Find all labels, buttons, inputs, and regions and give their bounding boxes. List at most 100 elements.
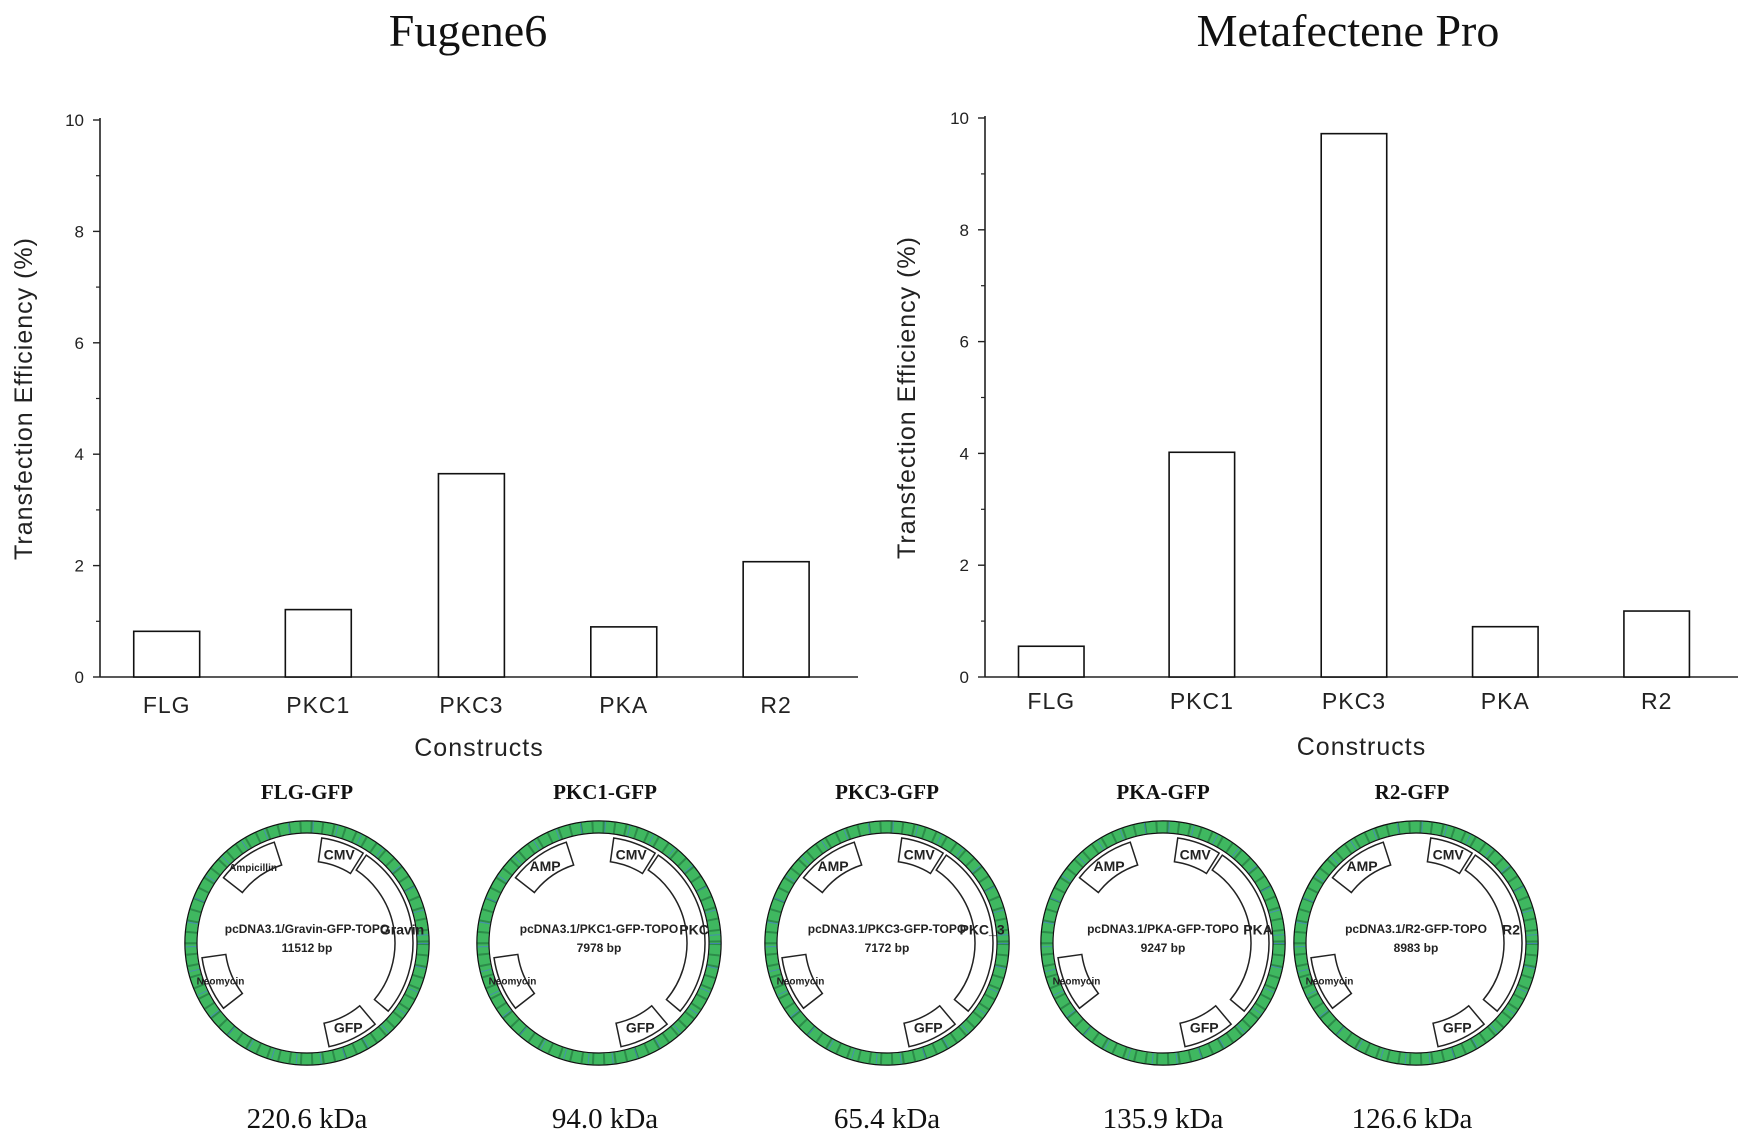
plasmid-map-1: FLG-GFP Ampicillin CMV Gravin GFP Neomycin pcD… xyxy=(184,780,430,1134)
plasmid-name: pcDNA3.1/PKC3-GFP-TOPO xyxy=(808,922,966,936)
plasmid-title: PKA-GFP xyxy=(1116,780,1209,804)
amp-feature xyxy=(514,841,575,894)
insert-feature xyxy=(1211,854,1270,1013)
plasmid-size: 7978 bp xyxy=(577,941,622,955)
gfp-label: GFP xyxy=(1443,1019,1472,1035)
cmv-label: CMV xyxy=(904,847,936,863)
neo-feature xyxy=(781,953,824,1010)
gfp-label: GFP xyxy=(626,1019,655,1035)
protein-mass-label: 135.9 kDa xyxy=(1103,1103,1224,1134)
amp-feature xyxy=(222,841,283,894)
gfp-label: GFP xyxy=(1190,1019,1219,1035)
neo-label: Neomycin xyxy=(777,977,825,988)
amp-feature xyxy=(1078,841,1139,894)
bar-r2 xyxy=(1623,610,1691,678)
plasmid-inner-border xyxy=(1305,832,1527,1054)
x-tick-label: PKC1 xyxy=(1170,688,1234,714)
x-tick-label: PKC3 xyxy=(439,692,503,718)
gfp-feature xyxy=(615,1004,669,1048)
neo-label: Neomycin xyxy=(197,977,245,988)
bar-flg xyxy=(1017,645,1085,678)
x-tick-label: R2 xyxy=(1641,688,1672,714)
neo-feature xyxy=(1057,953,1100,1010)
insert-feature xyxy=(647,854,706,1013)
bar-chart-2: Metafectene Pro 0 2 4 6 8 10 Transfection Effic… xyxy=(893,5,1738,761)
plasmid-size: 7172 bp xyxy=(865,941,910,955)
chart-title: Metafectene Pro xyxy=(1197,5,1500,56)
x-tick-label: PKA xyxy=(599,692,648,718)
y-tick-label: 0 xyxy=(75,668,84,687)
amp-feature xyxy=(802,841,863,894)
gfp-label: GFP xyxy=(334,1019,363,1035)
x-tick-label: R2 xyxy=(760,692,791,718)
bar-pkc1 xyxy=(1168,451,1236,678)
protein-mass-label: 94.0 kDa xyxy=(552,1103,658,1134)
plasmid-title: R2-GFP xyxy=(1375,780,1450,804)
bar-pka xyxy=(590,626,658,678)
plasmid-ring-accent xyxy=(765,821,1009,1065)
plasmid-map-5: R2-GFP AMP CMV R2 GFP Neomycin pcDNA3.1/R2-GFP… xyxy=(1293,780,1539,1134)
bar-flg xyxy=(132,630,201,678)
neo-feature xyxy=(201,953,244,1010)
x-tick-label: FLG xyxy=(1027,688,1075,714)
y-tick-label: 8 xyxy=(75,222,84,241)
y-tick-label: 4 xyxy=(75,445,84,464)
plasmid-size: 8983 bp xyxy=(1394,941,1439,955)
plasmid-ring-accent xyxy=(1294,821,1538,1065)
plasmid-inner-border xyxy=(196,832,418,1054)
cmv-label: CMV xyxy=(616,847,648,863)
charts-layer: Fugene6 0 2 4 6 8 10 Transfection Efficiency (%… xyxy=(10,5,1738,762)
amp-label: AMP xyxy=(530,858,561,874)
plasmid-size: 9247 bp xyxy=(1141,941,1186,955)
y-tick-label: 10 xyxy=(65,111,84,130)
cmv-feature xyxy=(609,837,657,875)
protein-mass-label: 65.4 kDa xyxy=(834,1103,940,1134)
gfp-feature xyxy=(1179,1004,1233,1048)
neo-label: Neomycin xyxy=(1306,977,1354,988)
amp-label: AMP xyxy=(1347,858,1378,874)
gfp-label: GFP xyxy=(914,1019,943,1035)
x-axis-label: Constructs xyxy=(1297,733,1426,761)
plasmid-ring-accent xyxy=(185,821,429,1065)
gfp-feature xyxy=(1432,1004,1486,1048)
insert-feature xyxy=(935,854,994,1013)
y-tick-label: 8 xyxy=(960,221,969,240)
neo-feature xyxy=(1310,953,1353,1010)
plasmid-inner-border xyxy=(776,832,998,1054)
x-tick-label: PKA xyxy=(1481,688,1530,714)
neo-feature xyxy=(493,953,536,1010)
neo-label: Neomycin xyxy=(1053,977,1101,988)
plasmid-size: 11512 bp xyxy=(282,941,333,955)
neo-label: Neomycin xyxy=(489,977,537,988)
y-tick-label: 2 xyxy=(75,557,84,576)
plasmid-map-2: PKC1-GFP AMP CMV PKC GFP Neomycin pcDNA3.1/PKC… xyxy=(476,780,722,1134)
x-tick-label: PKC1 xyxy=(286,692,350,718)
plasmid-map-4: PKA-GFP AMP CMV PKA GFP Neomycin pcDNA3.1/PKA-… xyxy=(1040,780,1286,1134)
insert-label: Gravin xyxy=(380,922,424,938)
y-axis-label: Transfection Efficiency (%) xyxy=(10,237,38,560)
bar-pkc1 xyxy=(284,608,353,678)
plasmid-name: pcDNA3.1/PKC1-GFP-TOPO xyxy=(520,922,678,936)
bar-pka xyxy=(1471,625,1539,678)
plasmid-map-3: PKC3-GFP AMP CMV PKC_3 GFP Neomycin pcDNA3.1/P… xyxy=(764,780,1010,1134)
y-tick-label: 2 xyxy=(960,556,969,575)
insert-feature xyxy=(1464,854,1523,1013)
y-tick-label: 6 xyxy=(75,334,84,353)
bar-r2 xyxy=(742,560,810,678)
x-axis-label: Constructs xyxy=(414,734,543,762)
amp-label: Ampicillin xyxy=(229,863,277,874)
protein-mass-label: 126.6 kDa xyxy=(1352,1103,1473,1134)
plasmid-name: pcDNA3.1/R2-GFP-TOPO xyxy=(1345,922,1487,936)
amp-label: AMP xyxy=(1094,858,1125,874)
plasmid-title: PKC1-GFP xyxy=(553,780,657,804)
insert-label: PKA xyxy=(1243,922,1273,938)
amp-feature xyxy=(1331,841,1392,894)
plasmid-name: pcDNA3.1/Gravin-GFP-TOPO xyxy=(225,922,389,936)
plasmid-inner-border xyxy=(488,832,710,1054)
insert-label: R2 xyxy=(1502,922,1520,938)
plasmids-layer: FLG-GFP Ampicillin CMV Gravin GFP Neomycin pcD… xyxy=(184,780,1539,1134)
insert-label: PKC_3 xyxy=(959,922,1004,938)
plasmid-title: PKC3-GFP xyxy=(835,780,939,804)
amp-label: AMP xyxy=(818,858,849,874)
x-tick-label: FLG xyxy=(143,692,191,718)
